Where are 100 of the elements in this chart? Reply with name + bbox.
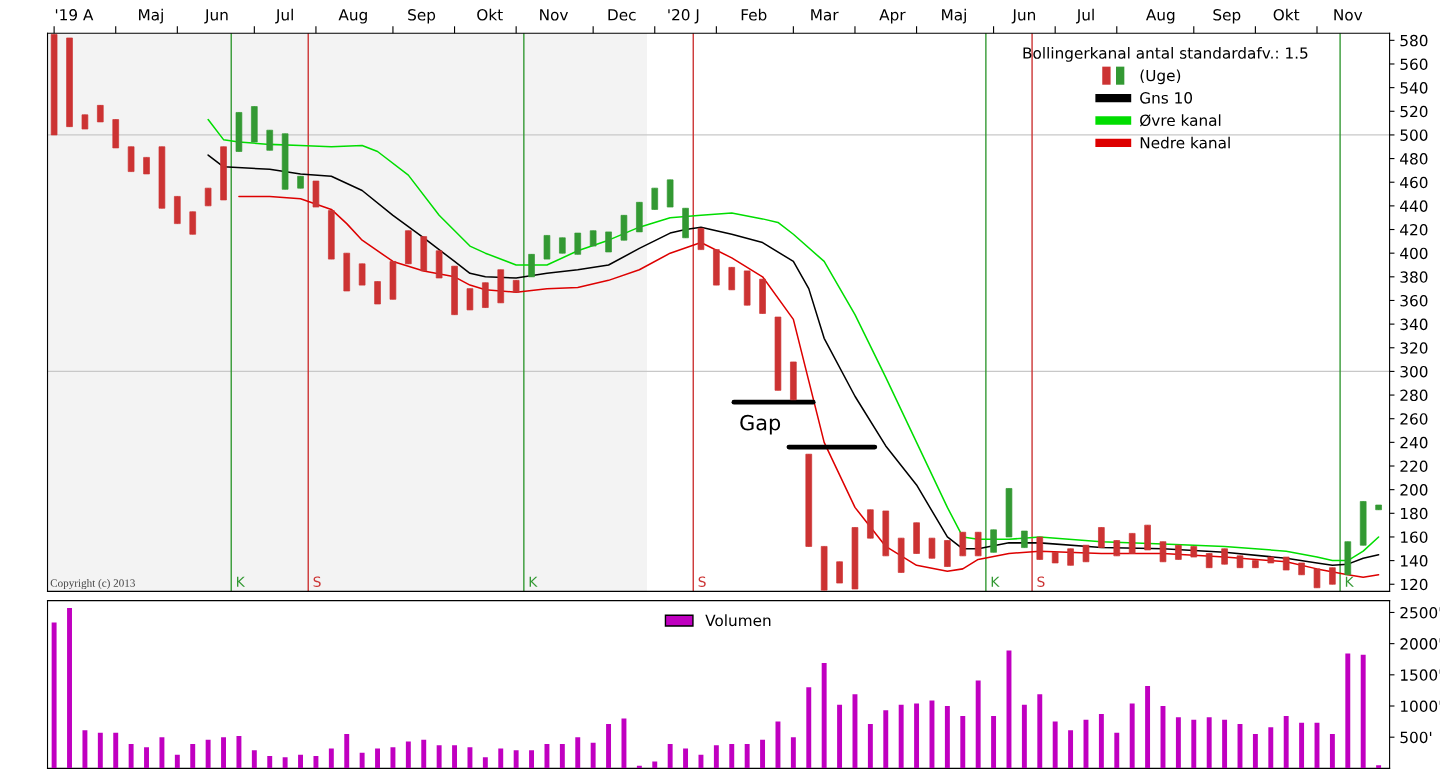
annotation: Copyright (c) 2013 xyxy=(50,579,135,590)
bar xyxy=(313,755,319,769)
bar xyxy=(436,745,442,769)
y-tick-label: 280 xyxy=(1400,389,1428,402)
x-tick-label: Jul xyxy=(275,8,293,24)
bar xyxy=(960,715,966,769)
bar xyxy=(1068,730,1074,769)
bar xyxy=(1268,727,1274,769)
ref-line-label: S xyxy=(698,576,706,587)
bar xyxy=(1252,734,1258,769)
bar xyxy=(1206,717,1212,769)
bar xyxy=(97,732,103,769)
candlestick xyxy=(189,211,196,235)
candlestick xyxy=(974,531,982,557)
annotation: Gap xyxy=(740,414,781,435)
candlestick xyxy=(1159,540,1167,563)
ref-line-label: S xyxy=(1037,576,1045,587)
y-tick-label: 220 xyxy=(1400,460,1428,473)
y-tick-label: 440 xyxy=(1400,200,1428,212)
bar xyxy=(1329,734,1335,769)
bar xyxy=(1021,704,1027,769)
bar xyxy=(898,704,904,769)
bar xyxy=(590,742,596,769)
y-tick-label: 1500' xyxy=(1401,669,1440,681)
candlestick xyxy=(959,531,967,557)
bar xyxy=(467,747,473,769)
bar xyxy=(1145,686,1151,769)
candlestick xyxy=(266,129,274,151)
x-tick-label: '20 J xyxy=(668,9,699,24)
y-tick-label: 340 xyxy=(1400,318,1428,331)
y-tick-label: 480 xyxy=(1400,153,1428,165)
candlestick xyxy=(358,263,366,286)
bar xyxy=(744,744,750,769)
bar xyxy=(298,754,303,769)
bar xyxy=(113,732,119,769)
bar xyxy=(1360,654,1366,769)
x-tick-label: Jun xyxy=(204,9,228,24)
ref-line-label: K xyxy=(991,576,1000,587)
bar xyxy=(390,747,396,769)
bar xyxy=(282,757,288,769)
bar xyxy=(236,735,242,769)
x-tick-label: Nov xyxy=(540,9,568,21)
bar xyxy=(359,752,365,769)
y-tick-label: 140 xyxy=(1401,555,1428,567)
y-tick-label: 520 xyxy=(1400,105,1428,118)
bar xyxy=(344,734,350,769)
y-tick-label: 1000' xyxy=(1401,700,1440,713)
bar xyxy=(82,730,88,769)
candlestick xyxy=(466,287,474,311)
bar xyxy=(867,724,873,769)
bar xyxy=(914,703,920,769)
x-tick-label: Okt xyxy=(477,8,503,21)
legend-label: (Uge) xyxy=(1140,69,1181,85)
bar xyxy=(174,754,180,769)
bar xyxy=(760,739,766,769)
bar xyxy=(1222,719,1228,769)
bar xyxy=(606,724,612,769)
y-tick-label: 180 xyxy=(1401,507,1428,520)
candlestick xyxy=(1098,526,1105,549)
ref-line-label: K xyxy=(1345,576,1354,587)
y-tick-label: 120 xyxy=(1401,578,1428,591)
bar xyxy=(806,687,812,769)
candlestick xyxy=(1036,536,1044,561)
candlestick xyxy=(574,232,582,256)
bar xyxy=(1283,715,1289,769)
x-tick-label: Aug xyxy=(1145,9,1175,24)
bar xyxy=(128,744,134,769)
candlestick xyxy=(1128,532,1136,555)
candlestick xyxy=(605,231,612,253)
y-tick-label: 500' xyxy=(1400,731,1432,744)
x-tick-label: Jul xyxy=(1075,8,1094,24)
candlestick xyxy=(836,561,843,584)
legend-label: Gns 10 xyxy=(1140,92,1193,104)
candlestick xyxy=(651,187,659,211)
bar xyxy=(975,680,981,769)
x-tick-label: Feb xyxy=(741,8,767,21)
bar xyxy=(529,750,535,769)
bar xyxy=(267,755,273,769)
bar xyxy=(498,748,504,769)
bar xyxy=(1129,703,1135,769)
bar xyxy=(544,744,550,769)
y-tick-label: 240 xyxy=(1400,436,1428,449)
legend-label: Nedre kanal xyxy=(1140,136,1230,149)
x-tick-label: Nov xyxy=(1334,9,1363,21)
bar xyxy=(421,739,427,769)
bar xyxy=(1037,694,1043,769)
bar xyxy=(1191,719,1197,769)
bar xyxy=(1299,722,1305,769)
candlestick xyxy=(728,266,736,291)
bar xyxy=(513,750,519,769)
candlestick xyxy=(543,234,551,260)
x-tick-label: Aug xyxy=(338,9,367,24)
ref-line-label: S xyxy=(313,576,321,587)
bar xyxy=(452,745,458,769)
bar xyxy=(729,744,735,769)
bar xyxy=(683,748,689,769)
bar xyxy=(1114,732,1120,769)
candlestick xyxy=(928,537,936,559)
bar xyxy=(575,737,581,769)
y-tick-label: 360 xyxy=(1400,294,1428,307)
